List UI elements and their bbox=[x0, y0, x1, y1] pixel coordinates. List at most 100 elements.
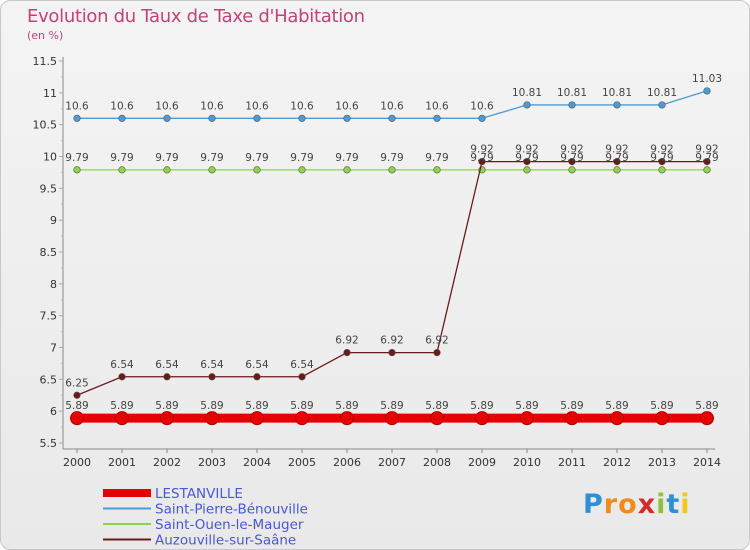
data-labels-layer: 5.89 5.89 5.89 5.89 5.89 5.89 5.89 5.89 5.89 5.89… bbox=[65, 73, 722, 412]
data-label-2: 9.79 bbox=[65, 152, 88, 164]
series-point-1 bbox=[118, 114, 126, 122]
y-tick-label: 7.5 bbox=[40, 310, 58, 323]
y-tick-label: 10 bbox=[43, 151, 57, 164]
data-label-2: 9.79 bbox=[380, 152, 403, 164]
y-tick-label: 5.5 bbox=[40, 437, 58, 450]
series-point-3 bbox=[253, 373, 261, 381]
data-label-3: 6.92 bbox=[335, 335, 358, 347]
series-point-0 bbox=[250, 411, 264, 426]
series-point-2 bbox=[658, 166, 666, 174]
x-tick-label: 2010 bbox=[513, 456, 541, 469]
series-point-3 bbox=[388, 348, 396, 357]
data-label-3: 9.92 bbox=[650, 144, 673, 156]
data-label-3: 6.54 bbox=[245, 359, 269, 371]
data-label-2: 9.79 bbox=[335, 152, 358, 164]
data-label-0: 5.89 bbox=[380, 400, 403, 412]
series-point-1 bbox=[568, 101, 576, 109]
data-label-1: 10.6 bbox=[155, 100, 179, 112]
series-point-0 bbox=[430, 411, 444, 426]
series-point-2 bbox=[613, 166, 621, 174]
data-label-1: 10.81 bbox=[512, 87, 542, 99]
y-tick-label: 6.5 bbox=[40, 373, 58, 386]
x-tick-label: 2008 bbox=[423, 456, 451, 469]
chart-subtitle: (en %) bbox=[27, 29, 64, 42]
series-point-0 bbox=[340, 411, 354, 426]
logo-letter: t bbox=[666, 489, 681, 520]
series-point-3 bbox=[118, 373, 126, 381]
data-label-1: 10.81 bbox=[647, 87, 677, 99]
axes bbox=[62, 57, 715, 450]
data-label-1: 11.03 bbox=[692, 73, 722, 85]
series-point-0 bbox=[385, 411, 399, 426]
series-point-2 bbox=[118, 166, 126, 174]
series-point-2 bbox=[388, 166, 396, 174]
x-axis-ticks: 2000 2001 2002 2003 2004 2005 2006 2007 2008 2009… bbox=[63, 449, 721, 469]
series-point-0 bbox=[115, 411, 129, 426]
series-point-3 bbox=[163, 373, 171, 381]
data-label-2: 9.79 bbox=[650, 152, 673, 164]
series-point-3 bbox=[343, 348, 351, 357]
series-point-0 bbox=[565, 411, 579, 426]
series-point-1 bbox=[343, 114, 351, 122]
series-point-0 bbox=[70, 411, 84, 426]
series-point-2 bbox=[343, 166, 351, 174]
data-label-3: 9.92 bbox=[470, 144, 493, 156]
data-label-2: 9.79 bbox=[425, 152, 448, 164]
data-label-1: 10.6 bbox=[470, 100, 494, 112]
data-label-0: 5.89 bbox=[155, 400, 178, 412]
series-point-2 bbox=[298, 166, 306, 174]
y-tick-label: 7 bbox=[50, 342, 57, 355]
data-label-2: 9.79 bbox=[290, 152, 313, 164]
legend-label-2: Saint-Ouen-le-Mauger bbox=[155, 517, 304, 533]
data-label-3: 9.92 bbox=[605, 144, 628, 156]
series-point-0 bbox=[700, 411, 714, 426]
series-point-2 bbox=[433, 166, 441, 174]
x-tick-label: 2004 bbox=[243, 456, 271, 469]
x-tick-label: 2013 bbox=[648, 456, 676, 469]
series-point-3 bbox=[73, 391, 81, 399]
series-point-0 bbox=[205, 411, 219, 426]
series-point-0 bbox=[160, 411, 174, 426]
data-label-1: 10.6 bbox=[200, 100, 224, 112]
data-label-3: 6.54 bbox=[290, 359, 314, 371]
data-label-0: 5.89 bbox=[425, 400, 448, 412]
data-label-3: 9.92 bbox=[515, 144, 538, 156]
series-point-2 bbox=[703, 166, 711, 174]
x-tick-label: 2009 bbox=[468, 456, 496, 469]
data-label-1: 10.81 bbox=[602, 87, 632, 99]
x-tick-label: 2002 bbox=[153, 456, 181, 469]
series-point-1 bbox=[73, 114, 81, 122]
series-point-3 bbox=[658, 157, 666, 166]
data-label-1: 10.6 bbox=[425, 100, 449, 112]
data-label-3: 6.92 bbox=[380, 335, 403, 347]
series-point-3 bbox=[298, 373, 306, 381]
series-point-2 bbox=[568, 166, 576, 174]
x-tick-label: 2014 bbox=[693, 456, 721, 469]
y-tick-label: 11 bbox=[43, 87, 57, 100]
legend: LESTANVILLESaint-Pierre-BénouvilleSaint-… bbox=[103, 486, 308, 549]
data-label-0: 5.89 bbox=[515, 400, 538, 412]
series-point-3 bbox=[568, 157, 576, 166]
y-tick-label: 11.5 bbox=[33, 55, 58, 68]
data-label-2: 9.79 bbox=[200, 152, 223, 164]
series-point-1 bbox=[433, 114, 441, 122]
data-label-1: 10.81 bbox=[557, 87, 587, 99]
data-label-1: 10.6 bbox=[380, 100, 404, 112]
y-tick-label: 8.5 bbox=[40, 246, 58, 259]
series-point-1 bbox=[298, 114, 306, 122]
legend-label-1: Saint-Pierre-Bénouville bbox=[155, 502, 308, 518]
series-point-1 bbox=[658, 101, 666, 109]
series-point-1 bbox=[478, 114, 486, 122]
data-label-2: 9.79 bbox=[605, 152, 628, 164]
x-tick-label: 2011 bbox=[558, 456, 586, 469]
data-label-2: 9.79 bbox=[470, 152, 493, 164]
data-label-1: 10.6 bbox=[110, 100, 134, 112]
data-label-3: 6.54 bbox=[155, 359, 179, 371]
data-label-3: 9.92 bbox=[695, 144, 718, 156]
series-point-1 bbox=[253, 114, 261, 122]
series-point-0 bbox=[475, 411, 489, 426]
y-axis-ticks: 5.5 6 6.5 7 7.5 8 8.5 9 9.5 10 10.5 11 11.5 bbox=[33, 55, 63, 450]
chart-title: Evolution du Taux de Taxe d'Habitation bbox=[27, 6, 365, 27]
